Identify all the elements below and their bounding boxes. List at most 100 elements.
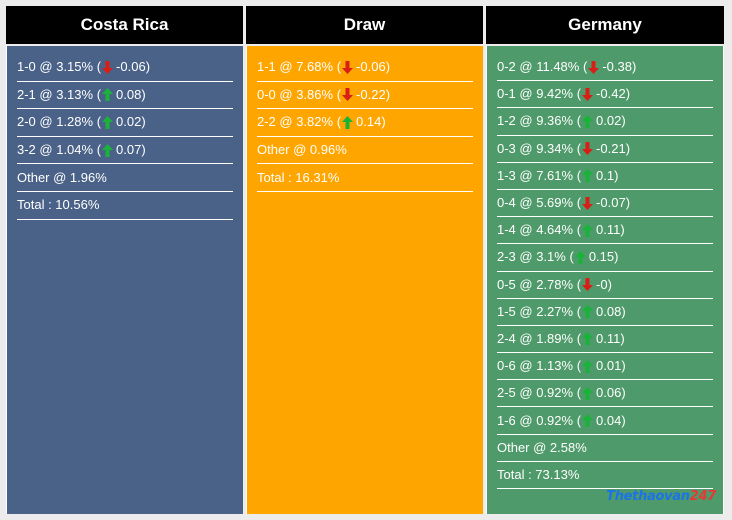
delta-value: 0.02: [596, 113, 622, 129]
score-row: 3-2 @ 1.04% (0.07): [17, 137, 233, 165]
paren-open: (: [93, 59, 102, 75]
delta-value: 0.11: [596, 330, 621, 346]
paren-close: ): [621, 113, 626, 129]
score-label: 2-1: [17, 86, 36, 102]
score-row: 0-0 @ 3.86% (-0.22): [257, 82, 473, 110]
arrow-down-icon: [342, 88, 354, 102]
at-sign: @: [35, 142, 57, 158]
score-row: 0-4 @ 5.69% (-0.07): [497, 190, 713, 218]
score-row: 1-2 @ 9.36% (0.02): [497, 108, 713, 136]
score-label: 1-1: [257, 59, 276, 75]
at-sign: @: [515, 140, 537, 156]
total-row: Total : 16.31%: [257, 164, 473, 192]
paren-open: (: [573, 113, 582, 129]
at-sign: @: [515, 412, 537, 428]
paren-close: ): [614, 167, 619, 183]
delta-value: 0.08: [116, 86, 142, 102]
arrow-down-icon: [582, 87, 594, 101]
arrow-down-icon: [582, 196, 594, 210]
paren-open: (: [573, 222, 582, 238]
at-sign: @: [515, 113, 537, 129]
delta-value: 0.06: [596, 385, 622, 401]
arrow-up-icon: [582, 114, 594, 128]
paren-close: ): [141, 114, 146, 130]
at-sign: @: [515, 167, 537, 183]
probability-value: 9.36%: [536, 113, 574, 129]
probability-value: 11.48%: [536, 59, 580, 75]
arrow-up-icon: [342, 115, 354, 129]
paren-close: ): [607, 276, 612, 292]
score-label: 0-6: [497, 358, 516, 374]
score-row: 2-2 @ 3.82% (0.14): [257, 109, 473, 137]
delta-value: -0.06: [116, 59, 146, 75]
column-germany: Germany 0-2 @ 11.48% (-0.38) 0-1 @ 9.42% …: [486, 6, 724, 514]
delta-value: 0.08: [596, 303, 622, 319]
at-sign: @: [515, 195, 537, 211]
paren-open: (: [573, 276, 582, 292]
paren-open: (: [93, 114, 102, 130]
at-sign: @: [515, 59, 537, 75]
probability-value: 0.92%: [536, 412, 574, 428]
score-row: 0-6 @ 1.13% (0.01): [497, 353, 713, 381]
delta-value: 0.04: [596, 412, 622, 428]
arrow-down-icon: [582, 142, 594, 156]
score-label: 1-4: [497, 222, 516, 238]
delta-value: 0.14: [356, 114, 382, 130]
delta-value: -0.06: [356, 59, 386, 75]
column-body: 1-0 @ 3.15% (-0.06) 2-1 @ 3.13% (0.08) 2-0…: [6, 46, 243, 514]
watermark-logo: Thethaovan247: [606, 489, 716, 504]
probability-value: 5.69%: [536, 195, 574, 211]
delta-value: 0.11: [596, 222, 621, 238]
paren-open: (: [573, 195, 582, 211]
paren-close: ): [621, 385, 626, 401]
column-costa-rica: Costa Rica 1-0 @ 3.15% (-0.06) 2-1 @ 3.13…: [6, 6, 243, 514]
score-label: 1-3: [497, 167, 516, 183]
arrow-up-icon: [102, 115, 114, 129]
probability-value: 0.92%: [536, 385, 574, 401]
score-label: 1-6: [497, 412, 516, 428]
probability-value: 3.15%: [56, 59, 94, 75]
paren-open: (: [573, 358, 582, 374]
at-sign: @: [275, 86, 297, 102]
paren-open: (: [333, 114, 342, 130]
paren-open: (: [333, 59, 342, 75]
at-sign: @: [515, 249, 537, 265]
paren-close: ): [620, 222, 625, 238]
score-row: 1-6 @ 0.92% (0.04): [497, 407, 713, 435]
total-row: Total : 73.13%: [497, 462, 713, 489]
paren-open: (: [93, 86, 102, 102]
score-row: 1-5 @ 2.27% (0.08): [497, 299, 713, 326]
paren-close: ): [385, 59, 391, 75]
score-row: 2-5 @ 0.92% (0.06): [497, 380, 713, 408]
watermark-text: Thethaovan: [606, 489, 690, 504]
score-label: 2-5: [497, 385, 516, 401]
probability-value: 1.28%: [56, 114, 94, 130]
paren-open: (: [579, 59, 588, 75]
probability-value: 4.64%: [536, 222, 574, 238]
paren-close: ): [621, 412, 626, 428]
at-sign: @: [515, 222, 537, 238]
score-row: 0-3 @ 9.34% (-0.21): [497, 136, 713, 163]
score-label: 0-2: [497, 59, 516, 75]
paren-open: (: [573, 303, 582, 319]
probability-value: 9.42%: [536, 86, 574, 102]
score-row: 1-1 @ 7.68% (-0.06): [257, 54, 473, 82]
arrow-down-icon: [582, 278, 594, 292]
delta-value: -0.22: [356, 86, 386, 102]
paren-close: ): [621, 303, 626, 319]
score-row: 2-1 @ 3.13% (0.08): [17, 82, 233, 110]
at-sign: @: [275, 114, 297, 130]
score-probability-board: Costa Rica 1-0 @ 3.15% (-0.06) 2-1 @ 3.13…: [6, 6, 724, 514]
delta-value: -0.07: [596, 195, 626, 211]
paren-open: (: [565, 249, 574, 265]
paren-close: ): [614, 249, 619, 265]
paren-close: ): [625, 195, 631, 211]
score-row: 1-0 @ 3.15% (-0.06): [17, 54, 233, 82]
score-row: 2-3 @ 3.1% (0.15): [497, 244, 713, 272]
other-row: Other @ 2.58%: [497, 435, 713, 462]
arrow-up-icon: [582, 386, 594, 400]
paren-open: (: [573, 412, 582, 428]
paren-close: ): [631, 59, 637, 75]
score-label: 0-0: [257, 86, 276, 102]
arrow-up-icon: [582, 359, 594, 373]
